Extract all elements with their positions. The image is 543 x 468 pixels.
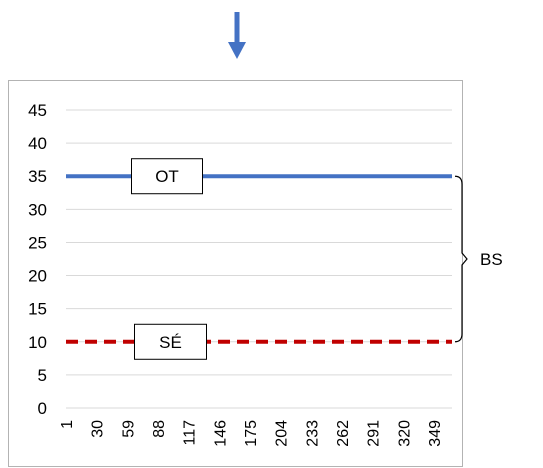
- x-tick-label: 204: [274, 420, 291, 447]
- series-label-ot: OT: [131, 158, 203, 195]
- y-tick-label: 10: [28, 333, 47, 352]
- y-tick-label: 5: [38, 366, 47, 385]
- x-tick-label: 175: [243, 420, 260, 447]
- x-axis: 1 30 59 88 117 146 175 204 233 262 291 320 349: [59, 420, 444, 447]
- gridlines: [66, 109, 452, 409]
- label-box: [134, 323, 207, 360]
- x-tick-label: 262: [335, 420, 352, 447]
- y-tick-label: 40: [28, 134, 47, 153]
- bracket: BS: [454, 175, 503, 343]
- series-label-se: SÉ: [134, 323, 207, 360]
- series-layer: [66, 174, 452, 344]
- y-axis: 0 5 10 15 20 25 30 35 40 45: [28, 101, 47, 418]
- y-tick-label: 30: [28, 200, 47, 219]
- arrow-head: [228, 42, 246, 59]
- y-tick-label: 25: [28, 233, 47, 252]
- label-box: [131, 158, 203, 195]
- x-tick-label: 146: [212, 420, 229, 447]
- bracket-label: BS: [480, 250, 503, 269]
- y-tick-label: 0: [38, 399, 47, 418]
- y-tick-label: 15: [28, 300, 47, 319]
- x-tick-label: 291: [366, 420, 383, 447]
- x-tick-label: 117: [182, 420, 199, 446]
- x-tick-label: 233: [304, 420, 321, 447]
- x-tick-label: 320: [396, 420, 413, 447]
- x-tick-label: 59: [120, 420, 137, 438]
- y-tick-label: 45: [28, 101, 47, 120]
- x-tick-label: 30: [90, 420, 107, 438]
- series-labels: OT SÉ: [131, 158, 207, 360]
- label-text: OT: [155, 167, 179, 186]
- x-tick-label: 88: [151, 420, 168, 438]
- bracket-shape: [454, 175, 468, 343]
- y-tick-label: 20: [28, 267, 47, 286]
- label-text: SÉ: [159, 333, 182, 352]
- y-tick-label: 35: [28, 167, 47, 186]
- top-arrow: [228, 12, 246, 59]
- chart-frame: [8, 80, 463, 467]
- x-tick-label: 349: [427, 420, 444, 447]
- x-tick-label: 1: [59, 420, 76, 429]
